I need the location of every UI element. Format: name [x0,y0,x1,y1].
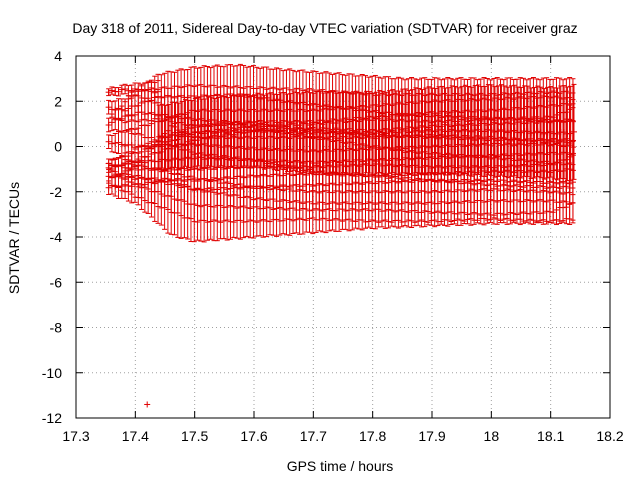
data-point [108,86,115,95]
data-point [115,87,122,97]
data-point [108,134,115,153]
data-point [122,101,129,132]
data-point [108,113,115,132]
data-point [353,90,360,174]
data-point [455,87,462,177]
data-point [112,109,119,131]
data-point [419,89,426,176]
data-point [291,91,298,171]
data-point [122,83,129,95]
data-point [531,86,538,179]
data-point [128,97,135,135]
data-point [118,84,125,95]
data-point [432,88,439,176]
data-point [105,134,112,150]
data-point [508,85,515,177]
data-point [468,86,475,177]
data-point [105,117,112,133]
data-point [491,86,498,178]
data-point [505,86,512,179]
data-point [105,99,112,115]
data-point [511,84,518,177]
data-point [105,88,112,97]
data-series [105,63,577,408]
data-point [570,83,577,180]
data-point [564,86,571,182]
data-point [115,131,122,155]
data-point [538,86,545,179]
data-point [115,107,122,132]
data-point [518,86,525,179]
data-point [112,132,119,154]
data-point [547,86,554,178]
data-point [125,98,132,132]
